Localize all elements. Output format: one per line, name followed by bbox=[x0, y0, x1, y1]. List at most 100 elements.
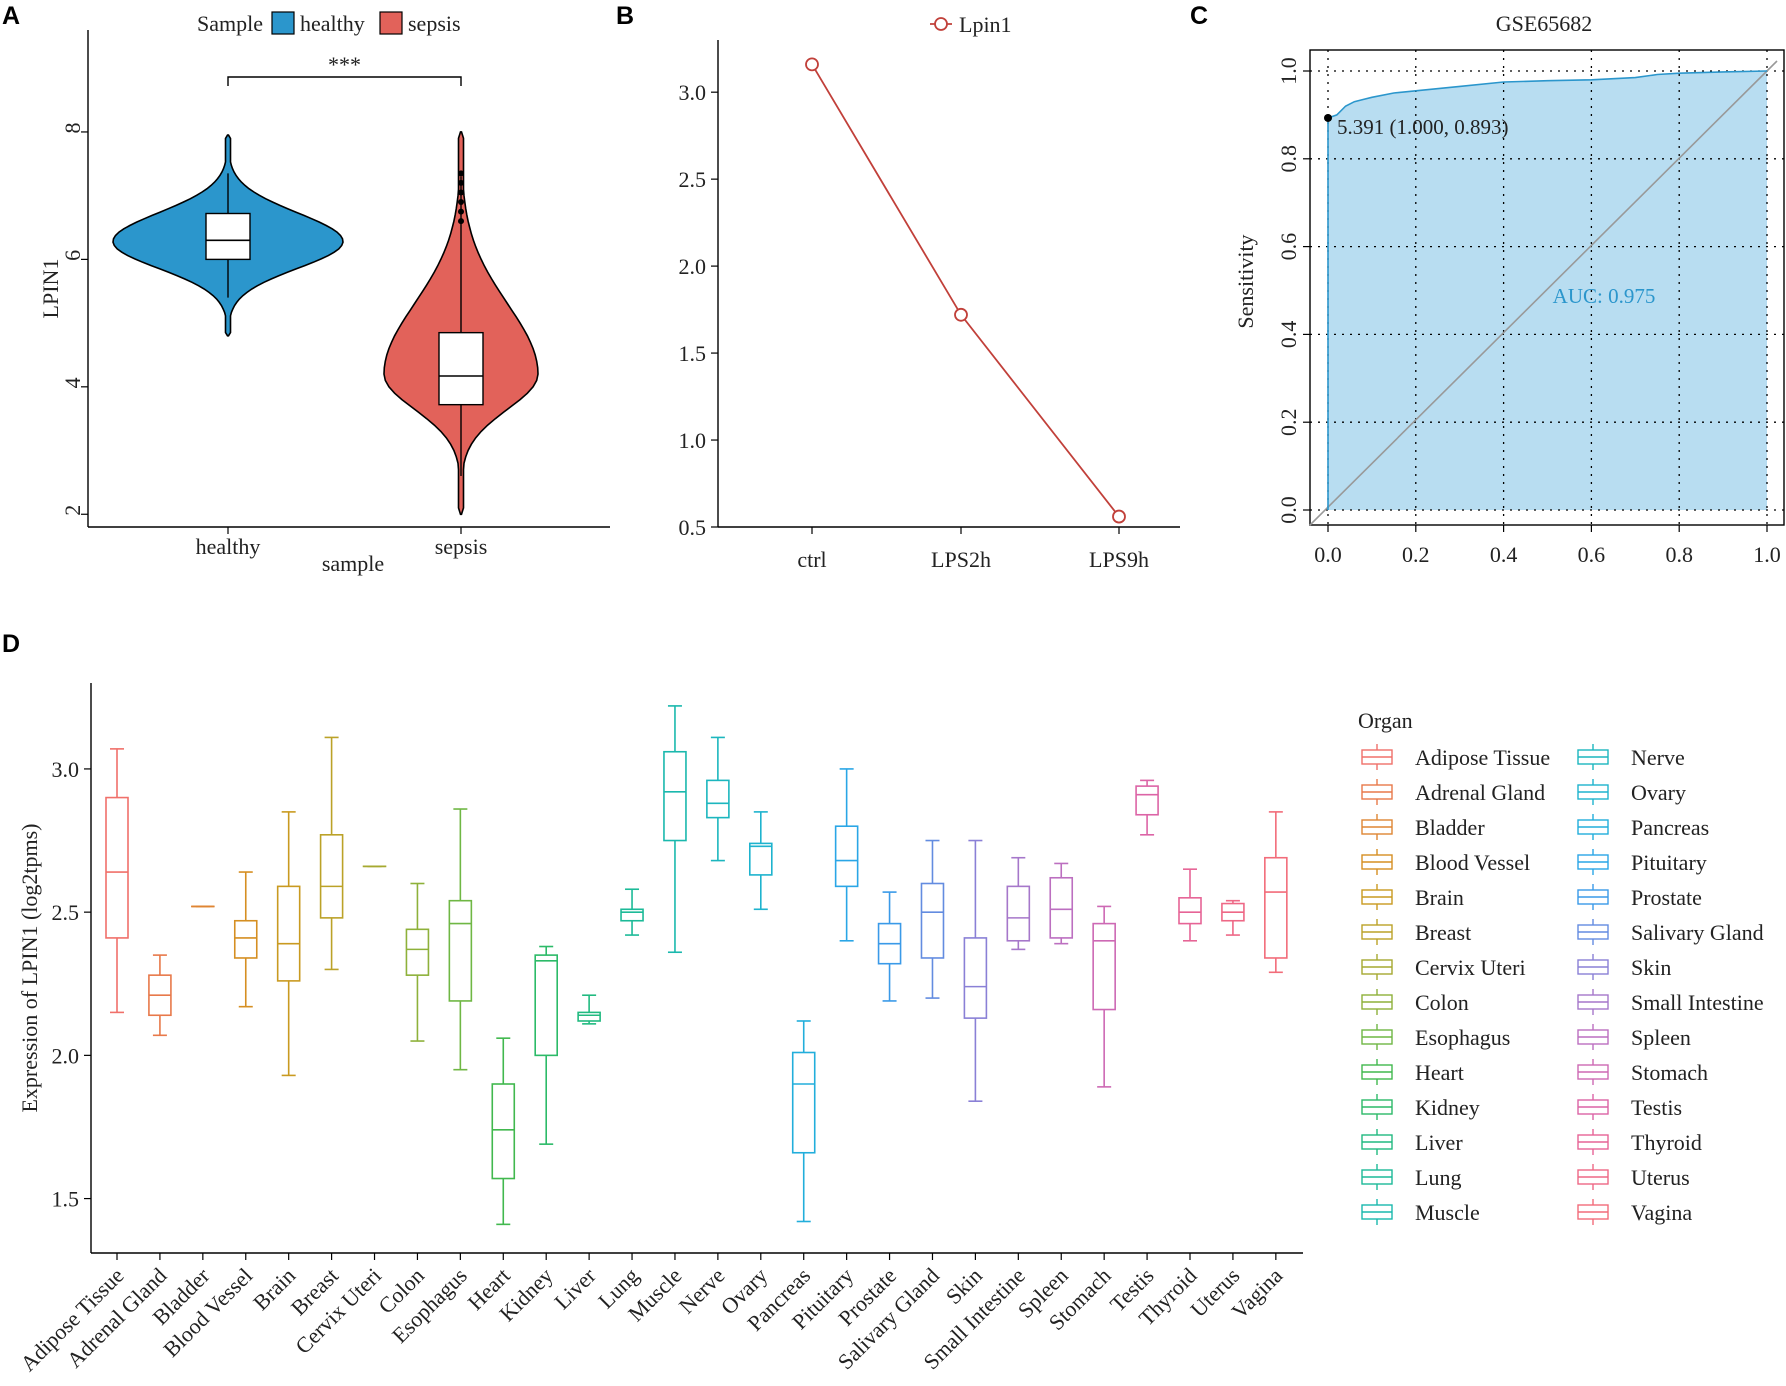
d-box-colon bbox=[405, 928, 430, 976]
d-legend-key-pituitary bbox=[1577, 849, 1609, 875]
d-legend-key-blood-vessel bbox=[1361, 849, 1393, 875]
d-box-group-kidney bbox=[534, 945, 559, 1145]
d-legend-label-cervix-uteri: Cervix Uteri bbox=[1415, 955, 1526, 980]
d-legend-key-uterus bbox=[1577, 1164, 1609, 1190]
a-x-tick-label: healthy bbox=[196, 534, 261, 559]
d-legend-key-skin bbox=[1577, 954, 1609, 980]
c-threshold-label: 5.391 (1.000, 0.893) bbox=[1337, 115, 1509, 139]
a-outlier-point bbox=[458, 218, 464, 225]
d-box-group-brain bbox=[276, 811, 301, 1077]
b-point-lps2h bbox=[954, 307, 968, 322]
d-legend-key-small-intestine bbox=[1577, 989, 1609, 1015]
d-legend-label-salivary-gland: Salivary Gland bbox=[1631, 920, 1764, 945]
d-box-pancreas bbox=[791, 1051, 816, 1154]
d-box-muscle bbox=[663, 750, 687, 842]
panel-label-b: B bbox=[616, 2, 634, 30]
d-y-tick-label: 2.0 bbox=[52, 1043, 80, 1068]
d-box-group-skin bbox=[963, 839, 988, 1102]
d-box-group-adipose-tissue bbox=[105, 748, 129, 1014]
d-legend-key-ovary bbox=[1577, 779, 1609, 805]
d-box-vagina bbox=[1264, 856, 1288, 959]
c-threshold-point bbox=[1324, 113, 1332, 122]
c-y-tick-label: 0.2 bbox=[1276, 408, 1301, 436]
d-y-tick-label: 2.5 bbox=[52, 900, 80, 925]
panel-c-roc-chart: 5.391 (1.000, 0.893) AUC: 0.975 GSE65682 0.… bbox=[1233, 11, 1785, 567]
d-box-brain bbox=[276, 885, 301, 982]
d-legend-label-breast: Breast bbox=[1415, 920, 1471, 945]
d-legend-key-stomach bbox=[1577, 1059, 1609, 1085]
panel-label-d: D bbox=[2, 630, 20, 658]
d-legend-label-esophagus: Esophagus bbox=[1415, 1025, 1510, 1050]
a-outlier-point bbox=[458, 170, 464, 177]
d-box-group-muscle bbox=[663, 705, 687, 954]
b-y-tick-label: 2.5 bbox=[679, 167, 707, 192]
d-y-tick-label: 1.5 bbox=[52, 1187, 80, 1212]
d-y-axis-title: Expression of LPIN1 (log2tpms) bbox=[17, 823, 42, 1112]
d-legend-key-nerve bbox=[1577, 744, 1609, 770]
panel-b-line-chart: 0.5 1.0 1.5 2.0 2.5 3.0 ctrl LPS2h LPS9h Lpin1 bbox=[679, 12, 1180, 572]
d-box-group-vagina bbox=[1264, 811, 1288, 974]
b-legend-label: Lpin1 bbox=[959, 12, 1012, 37]
d-box-group-nerve bbox=[706, 736, 730, 862]
panel-label-a: A bbox=[2, 2, 20, 30]
d-box-group-adrenal-gland bbox=[148, 954, 172, 1037]
c-x-tick-label: 0.4 bbox=[1490, 542, 1518, 567]
d-legend-label-muscle: Muscle bbox=[1415, 1200, 1480, 1225]
d-box-thyroid bbox=[1178, 897, 1202, 925]
d-box-breast bbox=[319, 834, 344, 919]
d-box-group-prostate bbox=[877, 891, 902, 1002]
d-box-group-breast bbox=[319, 736, 344, 971]
d-box-ovary bbox=[748, 842, 773, 876]
d-box-group-pancreas bbox=[791, 1020, 816, 1223]
d-legend-key-pancreas bbox=[1577, 814, 1609, 840]
c-x-tick-label: 0.8 bbox=[1665, 542, 1693, 567]
a-outlier-point bbox=[458, 208, 464, 215]
a-box-healthy bbox=[205, 212, 251, 261]
d-legend-label-small-intestine: Small Intestine bbox=[1631, 990, 1764, 1015]
d-legend-key-spleen bbox=[1577, 1024, 1609, 1050]
c-auc-label: AUC: 0.975 bbox=[1553, 284, 1656, 308]
b-point-ctrl bbox=[805, 57, 819, 72]
c-y-tick-label: 0.8 bbox=[1276, 145, 1301, 173]
b-x-tick-label: LPS9h bbox=[1089, 547, 1149, 572]
d-box-group-salivary-gland bbox=[920, 839, 945, 999]
c-reference-diagonal bbox=[1309, 60, 1778, 526]
c-x-tick-label: 0.0 bbox=[1314, 542, 1342, 567]
d-legend-label-skin: Skin bbox=[1631, 955, 1671, 980]
a-legend-label-healthy: healthy bbox=[300, 11, 365, 36]
d-box-group-stomach bbox=[1092, 905, 1116, 1088]
a-significance-bracket bbox=[227, 76, 462, 86]
d-legend-label-heart: Heart bbox=[1415, 1060, 1464, 1085]
d-legend-key-salivary-gland bbox=[1577, 919, 1609, 945]
a-y-tick-label: 4 bbox=[60, 377, 85, 388]
d-box-nerve bbox=[706, 779, 730, 819]
d-legend-label-kidney: Kidney bbox=[1415, 1095, 1480, 1120]
d-box-group-small-intestine bbox=[1006, 856, 1031, 951]
d-box-lung bbox=[620, 908, 644, 922]
d-legend-label-testis: Testis bbox=[1631, 1095, 1682, 1120]
a-x-axis-title: sample bbox=[322, 551, 384, 576]
d-x-tick-label-liver: Liver bbox=[549, 1262, 601, 1314]
d-legend-key-heart bbox=[1361, 1059, 1393, 1085]
d-box-esophagus bbox=[448, 899, 473, 1002]
d-legend-label-spleen: Spleen bbox=[1631, 1025, 1691, 1050]
b-y-tick-label: 1.5 bbox=[679, 341, 707, 366]
d-box-group-spleen bbox=[1049, 862, 1074, 945]
d-box-stomach bbox=[1092, 922, 1116, 1011]
d-box-testis bbox=[1135, 785, 1159, 816]
d-legend-key-esophagus bbox=[1361, 1024, 1393, 1050]
d-legend-label-liver: Liver bbox=[1415, 1130, 1463, 1155]
d-legend-key-liver bbox=[1361, 1129, 1393, 1155]
b-series-line-lpin1 bbox=[811, 63, 1120, 518]
panel-label-c: C bbox=[1190, 2, 1208, 30]
d-legend-label-brain: Brain bbox=[1415, 885, 1464, 910]
d-legend-label-vagina: Vagina bbox=[1631, 1200, 1692, 1225]
c-y-tick-label: 0.0 bbox=[1276, 496, 1301, 524]
d-legend-label-colon: Colon bbox=[1415, 990, 1469, 1015]
d-legend-key-adrenal-gland bbox=[1361, 779, 1393, 805]
d-box-group-lung bbox=[620, 888, 644, 936]
d-legend-key-vagina bbox=[1577, 1199, 1609, 1225]
b-y-tick-label: 0.5 bbox=[679, 515, 707, 540]
d-legend-key-prostate bbox=[1577, 884, 1609, 910]
b-point-lps9h bbox=[1112, 509, 1126, 524]
